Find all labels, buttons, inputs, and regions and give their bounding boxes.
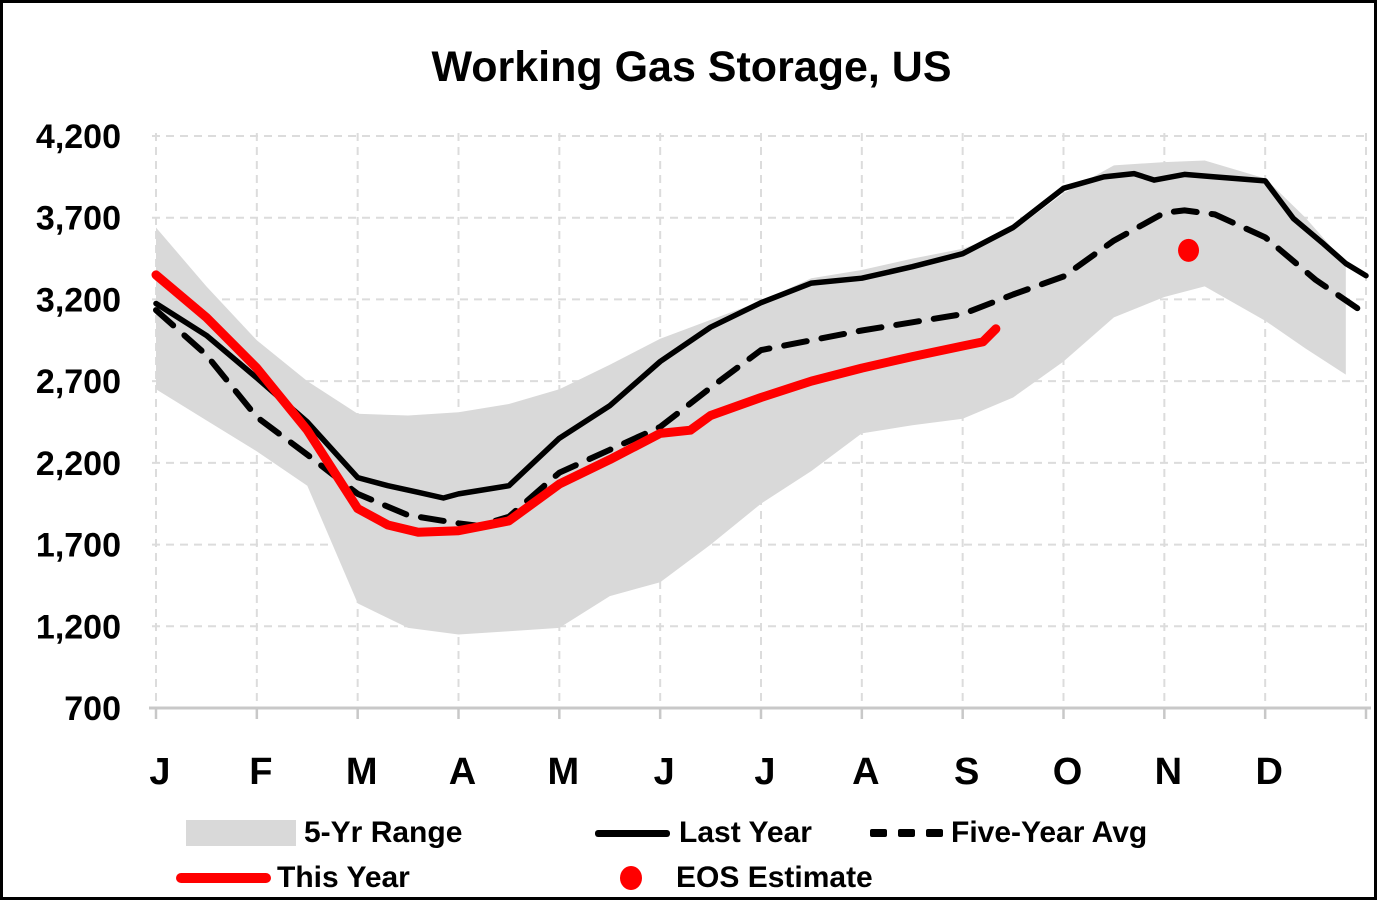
x-tick-label: A (449, 751, 476, 793)
y-tick-label: 4,200 (36, 118, 121, 156)
x-tick-label: M (346, 751, 378, 793)
legend-label: Five-Year Avg (951, 816, 1148, 849)
y-axis-tick-labels: 4,200 3,700 3,200 2,700 2,200 1,700 1,200 700 (36, 118, 121, 728)
legend-label: Last Year (679, 816, 812, 849)
x-tick-label: J (149, 751, 170, 793)
x-tick-label: F (249, 751, 272, 793)
x-tick-label: J (754, 751, 775, 793)
legend-label: 5-Yr Range (304, 816, 463, 849)
legend-item-5yr-range: 5-Yr Range (186, 816, 462, 850)
solid-line-swatch-icon (595, 829, 670, 837)
x-tick-label: A (852, 751, 879, 793)
red-dot-swatch-icon (620, 866, 642, 890)
y-tick-label: 2,700 (36, 363, 121, 401)
y-tick-label: 3,200 (36, 281, 121, 319)
y-tick-label: 2,200 (36, 445, 121, 483)
legend-label: EOS Estimate (676, 861, 873, 894)
legend-item-five-year-avg: Five-Year Avg (870, 816, 1147, 850)
line-this-year (151, 270, 1001, 537)
y-tick-label: 1,200 (36, 608, 121, 646)
x-tick-label: J (654, 751, 675, 793)
line-last-year (153, 170, 1369, 501)
x-tick-label: D (1255, 751, 1282, 793)
line-five-year-avg (153, 207, 1369, 529)
legend-item-this-year: This Year (176, 861, 410, 895)
eos-estimate-dot (1178, 238, 1200, 262)
legend-item-last-year: Last Year (595, 816, 812, 850)
data-series-lines (151, 170, 1369, 537)
y-tick-label: 1,700 (36, 527, 121, 565)
band-swatch-icon (186, 820, 296, 846)
legend-label: This Year (277, 861, 410, 894)
x-tick-label: O (1053, 751, 1083, 793)
y-tick-label: 3,700 (36, 200, 121, 238)
chart-canvas: 4,200 3,700 3,200 2,700 2,200 1,700 1,200 700 J… (36, 118, 1371, 793)
x-tick-label: N (1155, 751, 1182, 793)
legend-item-eos-estimate: EOS Estimate (620, 861, 873, 895)
red-line-swatch-icon (176, 873, 271, 883)
chart-title: Working Gas Storage, US (431, 43, 952, 91)
dashed-line-swatch-icon (870, 829, 943, 837)
y-tick-label: 700 (64, 690, 121, 728)
x-axis (149, 706, 1371, 719)
x-tick-label: M (548, 751, 580, 793)
x-tick-label: S (954, 751, 979, 793)
